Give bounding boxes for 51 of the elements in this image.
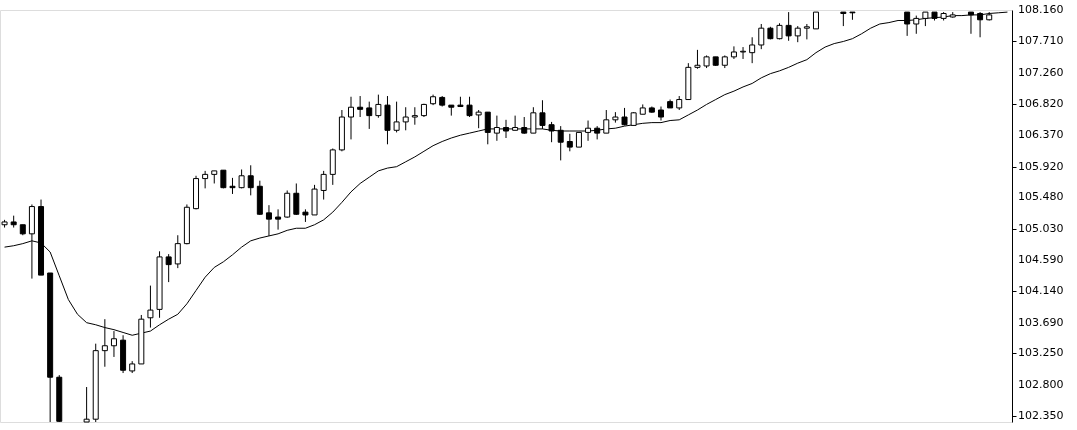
- candlestick: [803, 23, 810, 40]
- y-tick-label: 102.350: [1018, 409, 1064, 423]
- candlestick: [749, 36, 756, 64]
- candlestick: [548, 121, 555, 143]
- candlestick: [284, 189, 291, 219]
- candlestick: [503, 119, 509, 139]
- candlestick: [265, 204, 272, 237]
- candlestick: [366, 101, 373, 130]
- candlestick: [393, 101, 400, 133]
- y-tick-label: 104.590: [1018, 252, 1064, 266]
- y-tick-label: 105.030: [1018, 221, 1064, 235]
- candlestick: [275, 208, 282, 231]
- candlestick: [557, 125, 564, 161]
- candlestick: [785, 11, 792, 42]
- y-tick-label: 105.920: [1018, 159, 1064, 173]
- y-tick-label: 103.250: [1018, 346, 1064, 360]
- y-tick-label: 103.690: [1018, 315, 1064, 329]
- candlestick: [348, 96, 355, 140]
- candlestick: [493, 115, 500, 142]
- y-tick-label: 108.160: [1018, 3, 1064, 16]
- candlestick: [147, 285, 154, 329]
- candlestick: [375, 94, 382, 119]
- y-tick-label: 105.480: [1018, 190, 1064, 204]
- candlestick: [603, 109, 610, 134]
- candlestick: [293, 182, 300, 216]
- y-tick-label: 102.800: [1018, 377, 1064, 391]
- candlestick: [174, 234, 181, 269]
- candlestick: [357, 95, 364, 118]
- candlestick: [530, 106, 537, 134]
- candlestick: [83, 386, 90, 423]
- candlestick: [585, 120, 592, 142]
- candlestick: [694, 49, 701, 70]
- candlestick: [475, 109, 482, 129]
- y-tick-label: 106.370: [1018, 128, 1064, 142]
- y-tick-label: 107.710: [1018, 34, 1064, 48]
- y-tick-label: 107.260: [1018, 65, 1064, 79]
- candlestick: [165, 253, 172, 283]
- candlestick: [247, 164, 254, 196]
- candlestick: [402, 106, 409, 131]
- candlestick: [758, 23, 765, 50]
- candlestick: [320, 170, 327, 201]
- candlestick: [202, 170, 209, 189]
- candlestick: [730, 45, 737, 60]
- candlestick: [913, 15, 920, 35]
- candlestick: [466, 96, 473, 118]
- candlestick: [512, 115, 519, 131]
- candlestick: [740, 46, 747, 60]
- candlestick: [539, 99, 546, 130]
- candlestick: [484, 111, 491, 145]
- y-tick-label: 106.820: [1018, 96, 1064, 110]
- y-tick-label: 104.140: [1018, 284, 1064, 298]
